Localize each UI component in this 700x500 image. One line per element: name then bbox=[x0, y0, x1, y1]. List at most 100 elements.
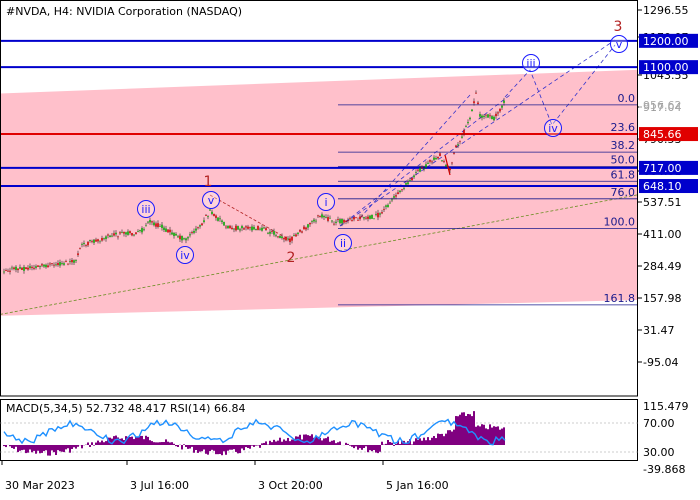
wave-label-iii: iii bbox=[141, 203, 150, 216]
price-tick-label: 31.47 bbox=[643, 324, 675, 337]
wave-circle bbox=[202, 191, 220, 209]
candle-body bbox=[231, 227, 233, 230]
candle-body bbox=[203, 220, 205, 223]
candle-body bbox=[295, 234, 297, 237]
candle-body bbox=[9, 270, 11, 272]
indicator-tick-label: 30.00 bbox=[643, 446, 675, 459]
candle-body bbox=[111, 235, 113, 237]
candle-body bbox=[143, 229, 145, 231]
date-tick-label: 3 Oct 20:00 bbox=[258, 479, 323, 492]
candle-body bbox=[237, 226, 239, 230]
candle-body bbox=[121, 231, 123, 233]
wave-circle bbox=[544, 119, 562, 137]
candle-body bbox=[267, 232, 269, 234]
candle-body bbox=[323, 215, 325, 218]
candle-body bbox=[147, 221, 149, 223]
candle-body bbox=[457, 144, 459, 146]
candle-body bbox=[37, 265, 39, 267]
candle-body bbox=[463, 130, 465, 134]
candle-body bbox=[317, 215, 319, 217]
candle-body bbox=[365, 217, 367, 219]
candle-body bbox=[25, 267, 27, 270]
level-badge-label: 648.10 bbox=[643, 180, 682, 193]
candle-body bbox=[469, 117, 471, 120]
wave-label-1: 1 bbox=[204, 174, 213, 190]
candle-body bbox=[103, 238, 105, 240]
candle-body bbox=[89, 240, 91, 242]
candle-body bbox=[245, 226, 247, 228]
price-panel-frame bbox=[0, 0, 638, 397]
candle-body bbox=[157, 223, 159, 227]
candle-body bbox=[443, 161, 445, 163]
wave-circle bbox=[137, 200, 155, 218]
candle-body bbox=[51, 263, 53, 265]
candle-body bbox=[75, 260, 77, 261]
candle-body bbox=[61, 263, 63, 265]
candle-body bbox=[315, 220, 317, 222]
current-price-label: 956.62 bbox=[643, 99, 682, 112]
candle-body bbox=[125, 232, 127, 235]
candle-body bbox=[445, 164, 447, 167]
wave-label-2: 2 bbox=[287, 250, 296, 266]
candle-body bbox=[465, 126, 467, 127]
candle-body bbox=[461, 136, 463, 138]
candle-body bbox=[483, 115, 485, 117]
candle-body bbox=[57, 263, 59, 266]
candle-body bbox=[211, 211, 213, 214]
indicator-label: MACD(5,34,5) 52.732 48.417 RSI(14) 66.84 bbox=[6, 402, 245, 415]
candle-body bbox=[69, 261, 71, 263]
candle-body bbox=[321, 214, 323, 218]
candle-body bbox=[39, 266, 41, 267]
candle-body bbox=[437, 156, 439, 159]
candle-body bbox=[359, 216, 361, 220]
candle-body bbox=[285, 236, 287, 241]
candle-body bbox=[387, 204, 389, 208]
candle-body bbox=[329, 217, 331, 219]
candle-body bbox=[255, 229, 257, 231]
candle-body bbox=[479, 114, 481, 117]
price-tick-label: 537.51 bbox=[643, 196, 682, 209]
candle-body bbox=[415, 172, 417, 173]
level-badge bbox=[639, 127, 698, 142]
candle-body bbox=[107, 234, 109, 236]
candle-body bbox=[475, 92, 477, 94]
support-trendline bbox=[0, 194, 639, 315]
candle-body bbox=[225, 226, 227, 228]
candle-body bbox=[197, 227, 199, 229]
candle-body bbox=[495, 113, 497, 117]
candle-body bbox=[109, 235, 111, 238]
candle-body bbox=[343, 219, 345, 223]
candle-body bbox=[7, 270, 9, 272]
candle-body bbox=[239, 229, 241, 231]
candle-body bbox=[355, 217, 357, 219]
candle-body bbox=[189, 234, 191, 236]
candle-body bbox=[13, 267, 15, 269]
candle-body bbox=[337, 219, 339, 220]
wave-circle bbox=[334, 234, 352, 252]
candle-body bbox=[145, 225, 147, 227]
candle-body bbox=[409, 180, 411, 181]
candle-body bbox=[451, 162, 453, 164]
candle-body bbox=[303, 226, 305, 230]
candle-body bbox=[311, 221, 313, 223]
candle-body bbox=[327, 217, 329, 221]
candle-body bbox=[349, 218, 351, 220]
candle-body bbox=[481, 115, 483, 118]
candle-body bbox=[213, 213, 215, 217]
candle-body bbox=[383, 209, 385, 210]
current-price-box bbox=[639, 98, 698, 112]
candle-body bbox=[263, 227, 265, 229]
level-badge bbox=[639, 60, 698, 75]
candle-body bbox=[177, 236, 179, 238]
candle-body bbox=[155, 223, 157, 227]
candle-body bbox=[131, 232, 133, 236]
candle-body bbox=[135, 232, 137, 234]
candle-body bbox=[405, 183, 407, 185]
date-tick-label: 5 Jan 16:00 bbox=[386, 479, 449, 492]
candle-body bbox=[133, 234, 135, 236]
candle-body bbox=[35, 266, 37, 268]
candle-body bbox=[269, 231, 271, 234]
candle-body bbox=[119, 232, 121, 234]
candle-body bbox=[185, 238, 187, 241]
